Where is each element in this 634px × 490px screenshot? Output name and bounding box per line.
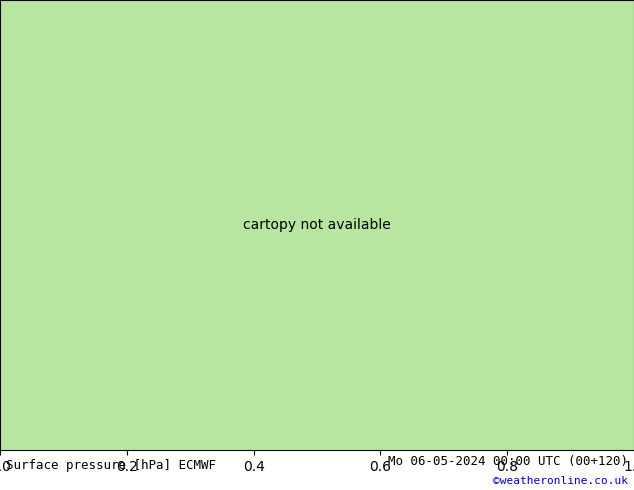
- Text: Mo 06-05-2024 00:00 UTC (00+120): Mo 06-05-2024 00:00 UTC (00+120): [387, 455, 628, 467]
- Text: Surface pressure [hPa] ECMWF: Surface pressure [hPa] ECMWF: [6, 460, 216, 472]
- Text: ©weatheronline.co.uk: ©weatheronline.co.uk: [493, 476, 628, 486]
- Text: cartopy not available: cartopy not available: [243, 218, 391, 232]
